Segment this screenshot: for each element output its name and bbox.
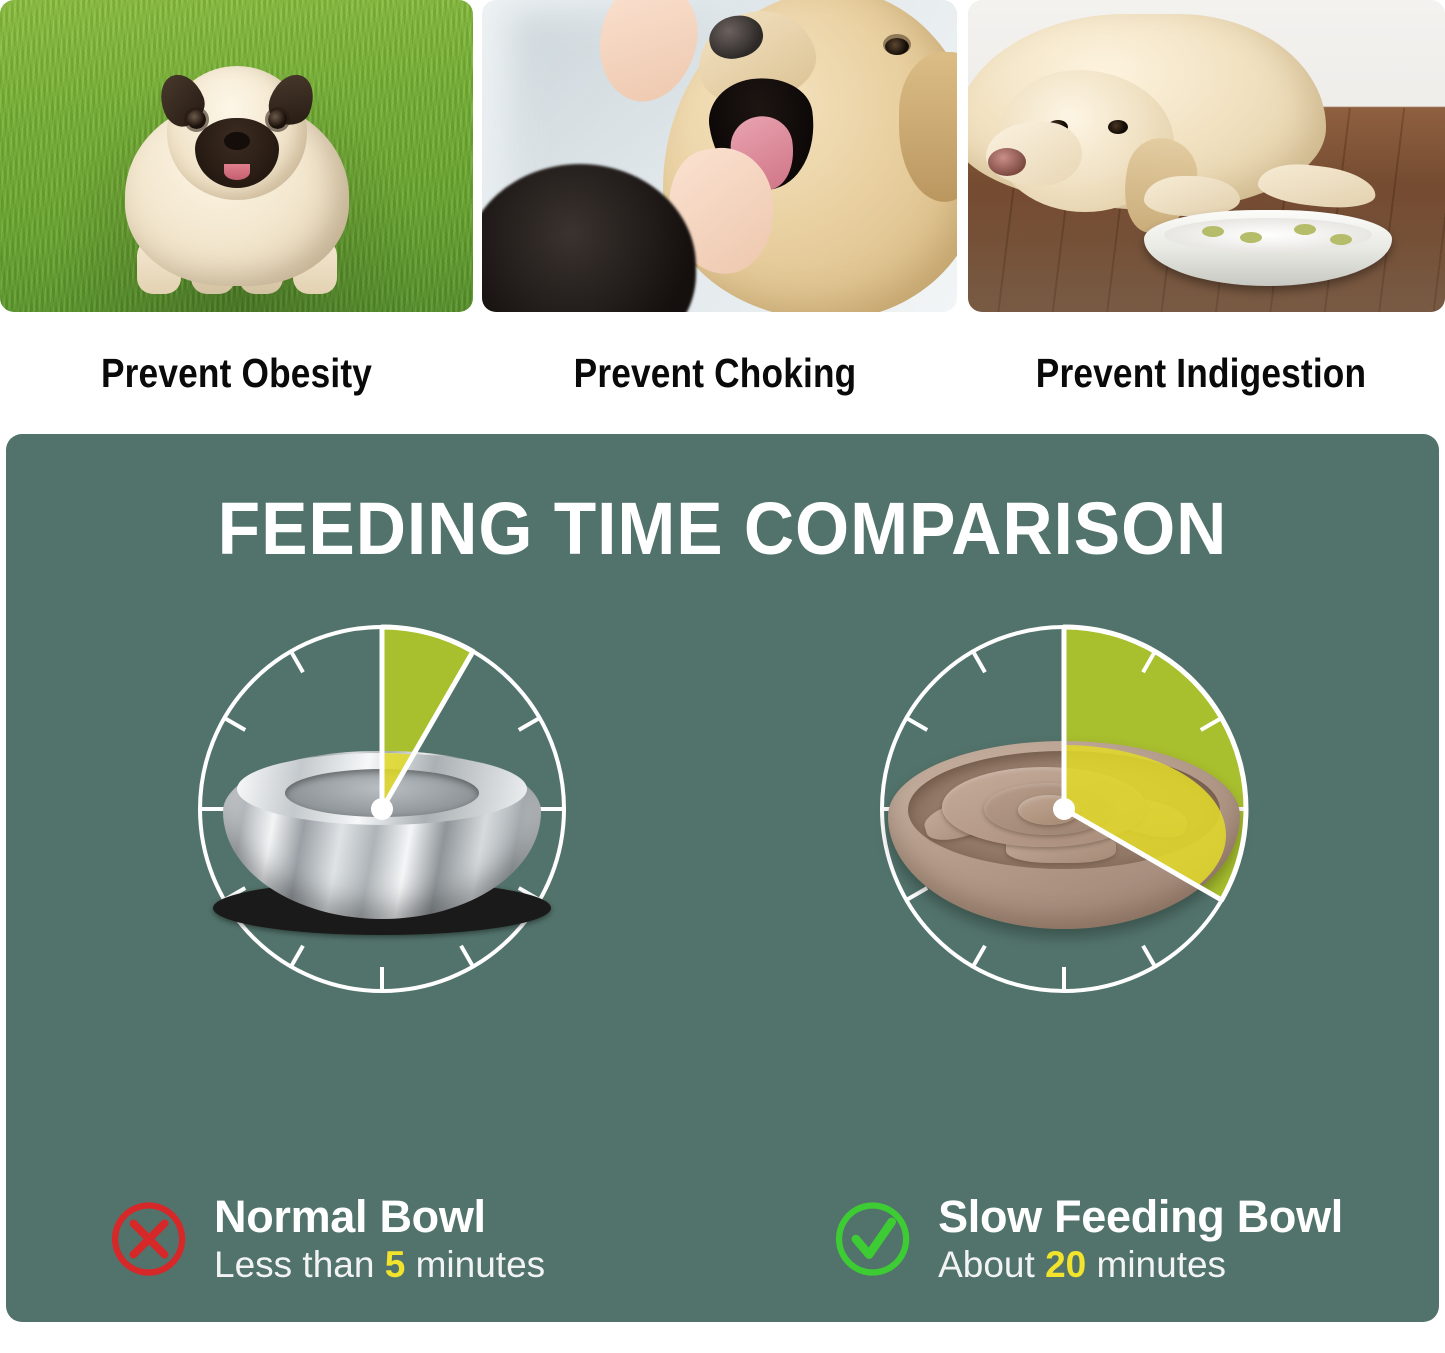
slow-sub-suffix: minutes (1086, 1243, 1227, 1285)
slow-sub-value: 20 (1045, 1243, 1087, 1285)
normal-sub-value: 5 (384, 1243, 406, 1285)
normal-sub-suffix: minutes (405, 1243, 546, 1285)
feeding-time-comparison-panel: FEEDING TIME COMPARISON (6, 434, 1439, 1322)
slow-clock-hands (1061, 624, 1248, 903)
pug-illustration (117, 62, 357, 294)
food-bowl-in-photo (1144, 210, 1392, 286)
normal-bowl-clock (172, 599, 592, 1019)
normal-clock-overlay-svg (370, 624, 475, 820)
normal-sub-prefix: Less than (214, 1243, 385, 1285)
slow-clock-center-pin (1052, 798, 1075, 820)
normal-clock-hands (379, 624, 475, 812)
slow-clock-overlay-svg (1052, 624, 1248, 903)
red-x-icon (111, 1202, 186, 1276)
clock-row (6, 599, 1439, 1019)
caption-prevent-obesity: Prevent Obesity (100, 349, 373, 396)
green-check-icon (836, 1202, 910, 1276)
comparison-result-labels: Normal Bowl Less than 5 minutes Slow Fee… (6, 1190, 1439, 1285)
normal-clock-center-pin (370, 798, 393, 820)
caption-prevent-indigestion: Prevent Indigestion (1035, 349, 1367, 396)
benefit-photo-indigestion (968, 0, 1445, 312)
slow-sub-prefix: About (938, 1243, 1046, 1285)
panel-title: FEEDING TIME COMPARISON (217, 487, 1228, 570)
result-slow-feeding-bowl: Slow Feeding Bowl About 20 minutes (834, 1190, 1343, 1285)
result-normal-bowl-title: Normal Bowl (214, 1190, 486, 1242)
benefit-captions: Prevent Obesity Prevent Choking Prevent … (0, 312, 1445, 434)
result-normal-bowl: Normal Bowl Less than 5 minutes (110, 1190, 546, 1285)
benefit-photo-choking (482, 0, 957, 312)
caption-prevent-choking: Prevent Choking (573, 349, 857, 396)
labrador-paw-left (1144, 176, 1240, 216)
benefit-photo-obesity (0, 0, 473, 312)
result-normal-bowl-subtitle: Less than 5 minutes (214, 1243, 546, 1285)
result-slow-bowl-title: Slow Feeding Bowl (938, 1190, 1343, 1242)
labrador-head (986, 70, 1205, 242)
slow-feeding-bowl-clock (854, 599, 1274, 1019)
benefit-photo-strip (0, 0, 1445, 312)
result-slow-bowl-subtitle: About 20 minutes (938, 1243, 1343, 1285)
